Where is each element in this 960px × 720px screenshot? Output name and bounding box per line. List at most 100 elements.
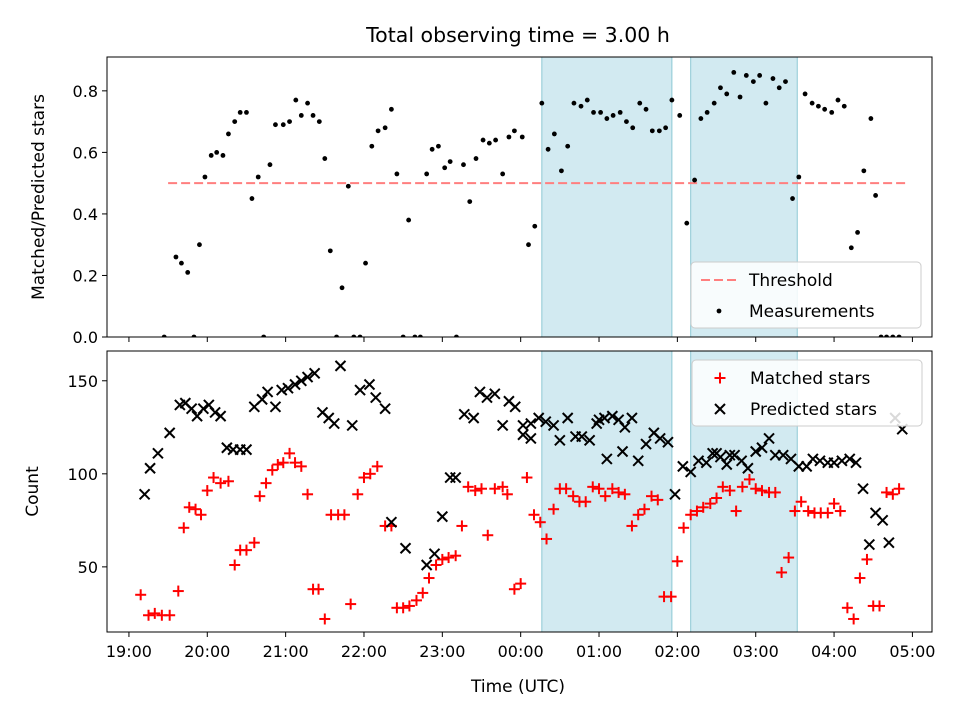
predicted-point: [721, 458, 733, 471]
measurement-point: [287, 119, 292, 125]
predicted-point: [561, 412, 574, 424]
predicted-point: [750, 445, 762, 458]
measurement-point: [731, 69, 737, 75]
x-tick-label: 22:00: [341, 642, 387, 661]
measurement-point: [197, 242, 202, 248]
measurement-point: [802, 91, 808, 97]
matched-point: [515, 578, 527, 590]
matched-point: [358, 472, 370, 484]
y-tick-label: 0.2: [73, 266, 98, 285]
measurement-point: [809, 100, 815, 106]
predicted-point: [724, 449, 736, 461]
matched-point: [462, 481, 474, 493]
predicted-point: [428, 548, 441, 560]
measurement-point: [179, 260, 184, 266]
matched-point: [272, 459, 284, 471]
predicted-point: [525, 432, 537, 445]
predicted-point: [209, 406, 221, 419]
predicted-point: [436, 510, 449, 523]
predicted-point: [197, 402, 210, 415]
predicted-point: [489, 388, 501, 400]
predicted-point: [517, 429, 529, 441]
measurement-point: [532, 223, 538, 229]
predicted-point: [710, 447, 723, 460]
measurement-point: [417, 334, 423, 337]
matched-point: [284, 447, 296, 459]
matched-point: [178, 522, 190, 534]
predicted-point: [328, 417, 340, 430]
measurement-point: [684, 220, 690, 226]
predicted-point: [876, 514, 889, 527]
predicted-point: [458, 408, 470, 420]
predicted-point: [240, 443, 253, 456]
measurement-point: [526, 242, 531, 248]
measurement-point: [389, 106, 394, 112]
predicted-point: [850, 456, 862, 469]
measurement-point: [711, 100, 717, 106]
matched-point: [501, 488, 513, 500]
matched-point: [822, 507, 834, 519]
measurement-point: [578, 103, 584, 109]
predicted-point: [346, 419, 358, 432]
predicted-point: [163, 427, 176, 439]
matched-point: [319, 613, 331, 625]
predicted-point: [616, 445, 629, 458]
matched-point: [352, 488, 364, 500]
measurement-point: [643, 106, 649, 112]
measurement-point: [743, 73, 749, 78]
matched-point: [730, 505, 742, 517]
axes-frame: [106, 350, 933, 633]
measurement-point: [486, 140, 492, 146]
series-measurements: [161, 0, 902, 337]
measurement-point: [244, 109, 249, 115]
predicted-point: [756, 442, 768, 454]
measurement-point: [656, 128, 662, 134]
measurement-point: [202, 174, 208, 180]
measurement-point: [848, 245, 854, 251]
y-tick-label: 150: [67, 372, 98, 391]
measurement-point: [890, 334, 896, 337]
matched-point: [489, 483, 501, 495]
predicted-point: [301, 371, 314, 383]
predicted-point: [763, 432, 775, 445]
legend-matched-swatch: [714, 372, 726, 384]
measurement-point: [783, 79, 788, 85]
measurement-point: [369, 143, 375, 149]
matched-point: [521, 472, 533, 484]
measurement-point: [232, 119, 238, 125]
matched-point: [548, 503, 560, 515]
matched-point: [828, 498, 840, 510]
measurement-point: [191, 334, 197, 337]
matched-point: [456, 520, 468, 532]
measurement-point: [267, 162, 273, 168]
matched-point: [240, 544, 252, 556]
measurement-point: [442, 165, 448, 171]
measurement-point: [375, 128, 381, 134]
measurement-point: [345, 183, 351, 189]
measurement-point: [327, 248, 333, 254]
measurement-point: [545, 146, 551, 152]
measurement-point: [750, 79, 756, 85]
matched-point: [528, 509, 540, 521]
measurement-point: [322, 156, 328, 161]
measurement-point: [551, 131, 557, 137]
predicted-point: [857, 483, 869, 495]
matched-point: [403, 600, 415, 612]
matched-point: [789, 505, 801, 517]
matched-point: [469, 485, 481, 497]
measurement-point: [406, 0, 411, 2]
matched-point: [345, 598, 357, 610]
measurement-point: [571, 100, 577, 106]
matched-point: [691, 505, 703, 517]
matched-point: [834, 505, 846, 517]
matched-point: [508, 583, 520, 595]
matched-point: [671, 555, 683, 567]
matched-point: [874, 600, 886, 612]
predicted-point: [370, 391, 382, 404]
x-tick-label: 03:00: [733, 642, 779, 661]
predicted-point: [379, 402, 391, 415]
measurement-point: [610, 113, 616, 118]
x-tick-label: 23:00: [419, 642, 465, 661]
measurement-point: [173, 254, 179, 260]
